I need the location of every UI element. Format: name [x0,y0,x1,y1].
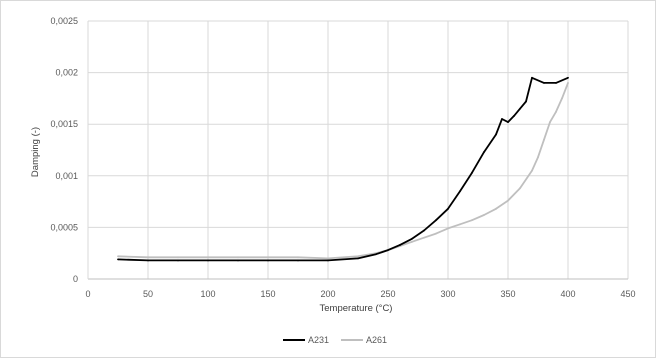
data-point [435,219,437,222]
data-point [531,76,533,79]
data-point [555,110,557,113]
data-point [483,214,485,216]
data-point [447,227,449,230]
data-point [519,107,521,110]
data-point [411,237,413,240]
x-tick-label: 0 [85,289,90,299]
data-point [495,207,497,210]
data-point [387,249,389,252]
data-point [117,258,119,261]
data-point [267,259,269,262]
y-tick-label: 0,0015 [50,119,78,129]
legend-label-a261: A261 [366,335,387,345]
y-tick-label: 0,002 [55,68,78,78]
data-point [147,256,149,259]
data-point [459,190,461,193]
data-point [501,118,503,120]
x-tick-label: 250 [380,289,395,299]
x-tick-label: 400 [560,289,575,299]
series-group [117,76,569,262]
data-point [207,259,209,262]
data-point [483,151,485,153]
data-point [543,82,545,84]
y-tick-label: 0,0005 [50,222,78,232]
data-point [555,82,557,84]
y-axis-title: Damping (-) [30,127,41,177]
data-point [513,115,515,117]
data-point [435,232,437,235]
data-point [423,229,425,232]
data-point [297,259,299,262]
x-tick-label: 200 [320,289,335,299]
data-point [357,257,359,260]
y-tick-label: 0,001 [55,171,78,181]
data-point [531,169,533,172]
data-point [543,138,545,141]
data-point [471,171,473,174]
data-point [207,256,209,259]
data-point [177,259,179,262]
data-point [327,259,329,262]
data-point [423,236,425,239]
data-point [471,219,473,222]
axes [87,21,628,280]
data-point [507,121,509,124]
data-point [237,256,239,259]
x-tick-label: 300 [440,289,455,299]
data-point [411,240,413,243]
legend-label-a231: A231 [308,335,329,345]
y-tick-label: 0,0025 [50,16,78,26]
data-point [459,223,461,226]
data-point [117,255,119,258]
x-tick-label: 100 [200,289,215,299]
data-point [267,256,269,259]
data-point [147,259,149,262]
data-point [327,257,329,260]
data-point [447,207,449,210]
x-tick-label: 50 [143,289,153,299]
data-point [375,253,377,256]
data-point [519,187,521,190]
x-tick-label: 350 [500,289,515,299]
data-point [507,199,509,202]
x-tick-labels: 0 50 100 150 200 250 300 350 400 450 [85,289,635,299]
data-point [525,100,527,103]
data-point [495,133,497,136]
data-point [549,121,551,124]
x-tick-label: 450 [620,289,635,299]
gridlines [88,20,629,279]
data-point [567,76,569,79]
legend: A231 A261 [283,335,387,345]
x-axis-title: Temperature (°C) [320,303,393,314]
series-a231 [117,76,569,262]
data-point [399,244,401,246]
x-tick-label: 150 [260,289,275,299]
data-point [561,97,563,100]
y-tick-labels: 0 0,0005 0,001 0,0015 0,002 0,0025 [50,16,78,284]
data-point [297,256,299,259]
data-point [537,156,539,159]
data-point [567,82,569,84]
data-point [357,255,359,258]
data-point [237,259,239,262]
y-tick-label: 0 [73,274,78,284]
data-point [177,256,179,259]
